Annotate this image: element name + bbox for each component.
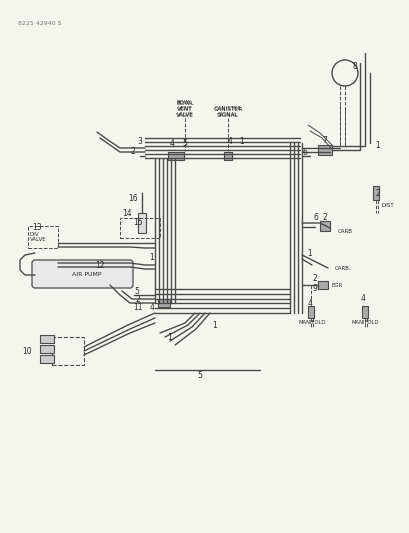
Text: 15: 15 — [133, 217, 142, 227]
Text: MANIFOLD: MANIFOLD — [298, 320, 325, 326]
Text: 7: 7 — [322, 135, 327, 144]
Text: AIR PUMP: AIR PUMP — [72, 271, 101, 277]
Text: 5: 5 — [197, 372, 202, 381]
Text: 14: 14 — [122, 208, 131, 217]
Bar — [40, 335, 54, 343]
Bar — [28, 226, 58, 248]
Text: 9: 9 — [312, 284, 317, 293]
Text: DIST: DIST — [381, 203, 393, 207]
Text: CANISTER
SIGNAL: CANISTER SIGNAL — [214, 106, 241, 117]
Text: 1: 1 — [167, 333, 172, 342]
Text: 5: 5 — [182, 139, 187, 148]
Bar — [52, 337, 84, 365]
Text: 4: 4 — [360, 294, 364, 303]
Text: BOWL
VENT
VALVE: BOWL VENT VALVE — [175, 101, 193, 118]
Text: 8: 8 — [352, 61, 357, 70]
Text: 1: 1 — [149, 253, 154, 262]
Bar — [120, 218, 160, 238]
Text: 5: 5 — [134, 287, 139, 295]
FancyBboxPatch shape — [32, 260, 133, 288]
Text: 10: 10 — [22, 346, 32, 356]
Text: 4: 4 — [169, 139, 174, 148]
Text: 1: 1 — [239, 136, 244, 146]
Text: 2: 2 — [312, 273, 317, 282]
Text: MANIFOLD: MANIFOLD — [351, 320, 378, 326]
Text: 8225 42940 S: 8225 42940 S — [18, 20, 61, 26]
Text: 6: 6 — [313, 213, 318, 222]
Bar — [319, 221, 329, 231]
Text: CANISTER
SIGNAL: CANISTER SIGNAL — [213, 107, 242, 118]
Text: 4: 4 — [227, 136, 232, 146]
Bar — [361, 306, 367, 318]
Text: CARB: CARB — [337, 229, 352, 233]
Text: 1: 1 — [375, 141, 380, 149]
Text: 1: 1 — [307, 248, 312, 257]
Text: 1: 1 — [212, 321, 217, 330]
Text: 3: 3 — [137, 136, 142, 146]
Text: 2: 2 — [135, 295, 140, 303]
Text: 2: 2 — [375, 189, 380, 198]
Bar — [40, 345, 54, 353]
Text: 13: 13 — [32, 222, 42, 231]
Text: CARB.: CARB. — [334, 265, 351, 271]
Text: 2: 2 — [130, 147, 135, 156]
Bar — [317, 145, 331, 155]
Text: BOWL
VENT
VALVE: BOWL VENT VALVE — [176, 100, 193, 117]
Text: 12: 12 — [95, 261, 104, 270]
Text: 11: 11 — [133, 303, 142, 311]
Bar — [168, 152, 184, 160]
Text: 6: 6 — [302, 148, 307, 157]
Bar — [138, 213, 146, 233]
Text: EGR: EGR — [331, 282, 343, 287]
Bar — [317, 281, 327, 289]
Bar — [307, 306, 313, 318]
Bar — [157, 299, 170, 307]
Bar — [223, 152, 231, 160]
Text: 16: 16 — [128, 193, 138, 203]
Text: DIV
VALVE: DIV VALVE — [30, 232, 47, 243]
Bar — [40, 355, 54, 363]
Text: 4: 4 — [149, 303, 154, 311]
Text: 4: 4 — [307, 298, 312, 308]
Bar — [372, 186, 378, 200]
Text: 2: 2 — [322, 213, 326, 222]
